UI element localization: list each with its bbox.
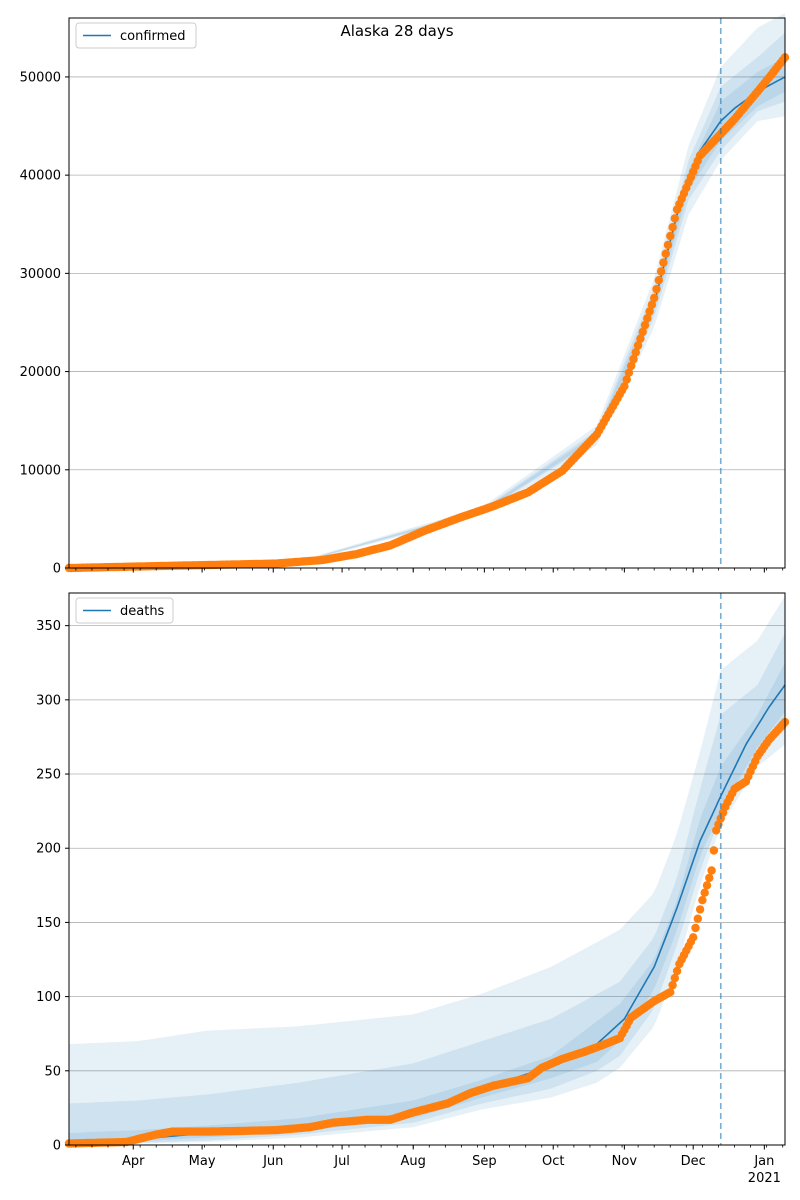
legend-label: deaths: [120, 604, 165, 619]
observed-point: [645, 307, 654, 316]
observed-point: [629, 354, 638, 364]
confidence-band-1: [69, 13, 785, 569]
y-tick-label: 0: [53, 562, 61, 577]
observed-point: [620, 382, 629, 391]
y-tick-label: 350: [36, 619, 61, 634]
y-tick-label: 0: [53, 1139, 61, 1154]
observed-point: [652, 284, 661, 294]
x-tick-label: Jan: [753, 1154, 774, 1169]
observed-point: [670, 973, 679, 983]
x-tick-label: May: [189, 1154, 216, 1169]
observed-point: [705, 873, 714, 883]
observed-point: [654, 276, 663, 285]
x-tick-label: Jun: [262, 1154, 283, 1169]
observed-point: [650, 293, 659, 303]
observed-point: [666, 231, 675, 241]
observed-point: [622, 375, 631, 384]
x-tick-label: Nov: [612, 1154, 638, 1169]
legend-box: [75, 597, 174, 624]
observed-point: [689, 933, 698, 942]
observed-point: [659, 258, 668, 267]
observed-point: [672, 966, 682, 976]
observed-point: [698, 896, 707, 905]
confidence-band-1: [69, 596, 785, 1145]
legend: deaths: [75, 597, 174, 624]
confidence-band-2: [69, 32, 785, 568]
observed-point: [707, 866, 716, 875]
observed-point: [670, 214, 679, 223]
observed-point: [656, 267, 666, 276]
x-tick-label: Dec: [681, 1154, 706, 1169]
observed-point: [631, 348, 640, 357]
axes-frame: [68, 17, 786, 569]
x-tick-label: Apr: [122, 1154, 145, 1169]
observed-point: [663, 240, 673, 250]
observed-point: [643, 314, 652, 323]
y-tick-label: 20000: [20, 365, 61, 380]
observed-point: [668, 223, 677, 232]
observed-point: [638, 327, 647, 337]
confidence-band-3: [69, 57, 785, 569]
observed-point: [693, 914, 702, 923]
observed-point: [640, 320, 650, 330]
observed-point: [666, 988, 675, 997]
observed-point: [691, 923, 700, 933]
observed-point: [700, 888, 709, 897]
y-tick-label: 250: [36, 768, 61, 783]
y-tick-label: 10000: [20, 463, 61, 478]
y-tick-label: 40000: [20, 169, 61, 184]
observed-point: [624, 368, 634, 377]
x-tick-label: Aug: [401, 1154, 426, 1169]
y-tick-label: 100: [36, 990, 61, 1005]
observed-point: [709, 846, 719, 855]
y-tick-label: 200: [36, 842, 61, 857]
legend-box: [75, 22, 197, 49]
panel-deaths: 0 50 100 150 200 250 300 350 Apr May Jun Jul Aug Sep O…: [36, 592, 790, 1186]
observed-point: [702, 881, 712, 890]
figure-title: Alaska 28 days: [340, 22, 453, 40]
y-tick-label: 50000: [20, 70, 61, 85]
y-tick-label: 300: [36, 693, 61, 708]
observed-point: [647, 300, 657, 309]
panel-confirmed: 0 10000 20000 30000 40000 50000 confirmed: [20, 13, 790, 577]
confidence-band-2: [69, 633, 785, 1145]
observed-point: [695, 905, 705, 914]
axes-frame: [68, 592, 786, 1146]
observed-point: [627, 361, 636, 371]
y-tick-label: 50: [44, 1064, 61, 1079]
legend-label: confirmed: [120, 29, 186, 44]
confidence-band-3: [69, 662, 785, 1145]
observed-point: [636, 334, 645, 343]
x-tick-label: Oct: [542, 1154, 564, 1169]
x-tick-label: Jul: [333, 1154, 350, 1169]
observed-point: [661, 249, 670, 258]
observed-point: [668, 980, 677, 990]
y-tick-label: 30000: [20, 267, 61, 282]
x-tick-label: Sep: [472, 1154, 497, 1169]
x-tick-year-label: 2021: [748, 1171, 781, 1186]
legend: confirmed: [75, 22, 197, 49]
y-tick-label: 150: [36, 916, 61, 931]
model-line: [69, 76, 786, 569]
observed-point: [633, 341, 643, 350]
